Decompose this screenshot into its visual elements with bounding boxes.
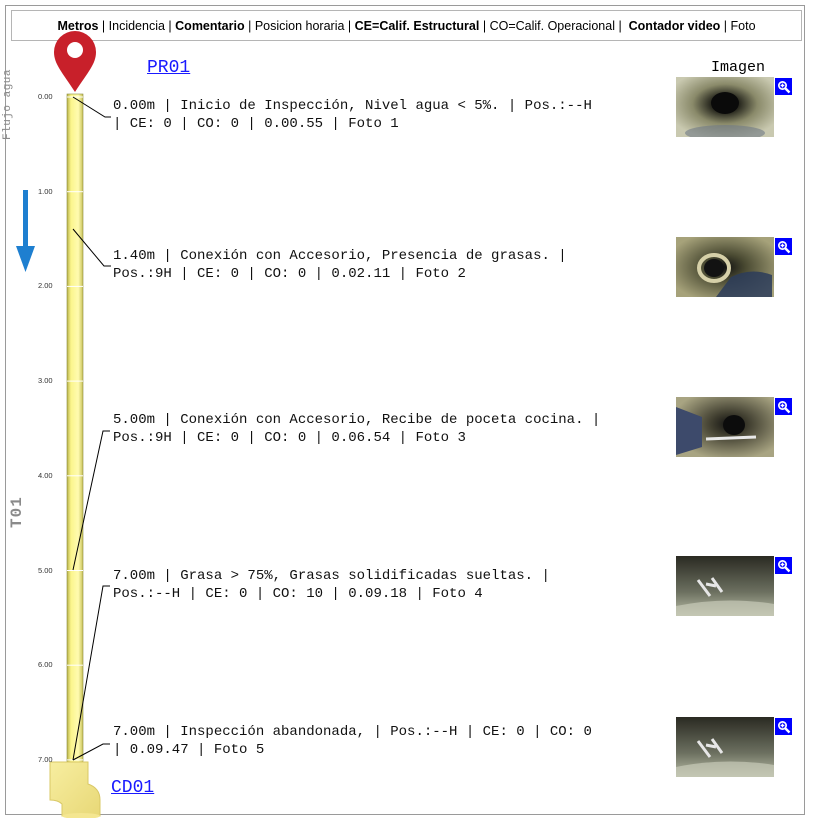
leader-line (72, 743, 110, 761)
entry-text: 7.00m | Grasa > 75%, Grasas solidificada… (113, 568, 550, 602)
legend-part: Contador video (628, 18, 721, 33)
entry-text: 5.00m | Conexión con Accesorio, Recibe d… (113, 412, 601, 446)
inspection-photo (676, 717, 774, 777)
scale-tick-label: 7.00 (38, 754, 53, 764)
legend-part: Posicion horaria (254, 18, 345, 33)
leader-line (72, 585, 110, 761)
entry-text: 7.00m | Inspección abandonada, | Pos.:--… (113, 724, 592, 758)
scale-tick-label: 3.00 (38, 376, 53, 386)
flow-arrow-icon (16, 190, 35, 272)
pipe-elbow-icon (49, 761, 101, 818)
legend-part: | (244, 18, 255, 33)
legend-part: Comentario (175, 18, 245, 33)
start-node-link[interactable]: PR01 (147, 58, 191, 78)
magnifier-plus-icon[interactable] (775, 398, 792, 415)
image-column-title: Imagen (711, 59, 766, 76)
scale-ticks (67, 96, 83, 761)
inspection-photo (676, 237, 774, 297)
legend-part: | (344, 18, 355, 33)
legend-part: | (164, 18, 176, 33)
entry-text: 0.00m | Inicio de Inspección, Nivel agua… (113, 98, 592, 132)
legend-part: Foto (730, 18, 756, 33)
scale-tick-label: 2.00 (38, 281, 53, 291)
photo-thumbnail[interactable] (676, 237, 774, 297)
report-frame (5, 5, 805, 815)
legend-part: | (98, 18, 109, 33)
leader-line (72, 430, 110, 571)
scale-tick-label: 0.00 (38, 92, 53, 101)
pipe-body (66, 93, 84, 763)
end-node-link[interactable]: CD01 (111, 778, 155, 798)
legend-header: Metros | Incidencia | Comentario | Posic… (11, 10, 802, 41)
magnifier-plus-icon[interactable] (775, 718, 792, 735)
inspection-photo (676, 556, 774, 616)
leader-line (72, 96, 111, 118)
leader-line (72, 228, 111, 267)
scale-tick-label: 1.00 (38, 186, 53, 196)
legend-part: CE=Calif. Estructural (354, 18, 480, 33)
scale-tick-label: 5.00 (38, 565, 53, 575)
inspection-photo (676, 397, 774, 457)
legend-part: Incidencia (108, 18, 165, 33)
entry-text: 1.40m | Conexión con Accesorio, Presenci… (113, 248, 567, 282)
scale-tick-label: 6.00 (38, 660, 53, 670)
scale-tick-label: 4.00 (38, 470, 53, 480)
legend-part: | (479, 18, 490, 33)
magnifier-plus-icon[interactable] (775, 78, 792, 95)
legend-part: | (720, 18, 731, 33)
photo-thumbnail[interactable] (676, 77, 774, 137)
magnifier-plus-icon[interactable] (775, 557, 792, 574)
photo-thumbnail[interactable] (676, 556, 774, 616)
legend-part: Metros (57, 18, 99, 33)
photo-thumbnail[interactable] (676, 717, 774, 777)
leader-lines (72, 96, 111, 761)
map-pin-icon (54, 31, 96, 92)
legend-part: | (614, 18, 629, 33)
photo-thumbnail[interactable] (676, 397, 774, 457)
inspection-photo (676, 77, 774, 137)
magnifier-plus-icon[interactable] (775, 238, 792, 255)
legend-part: CO=Calif. Operacional (489, 18, 615, 33)
